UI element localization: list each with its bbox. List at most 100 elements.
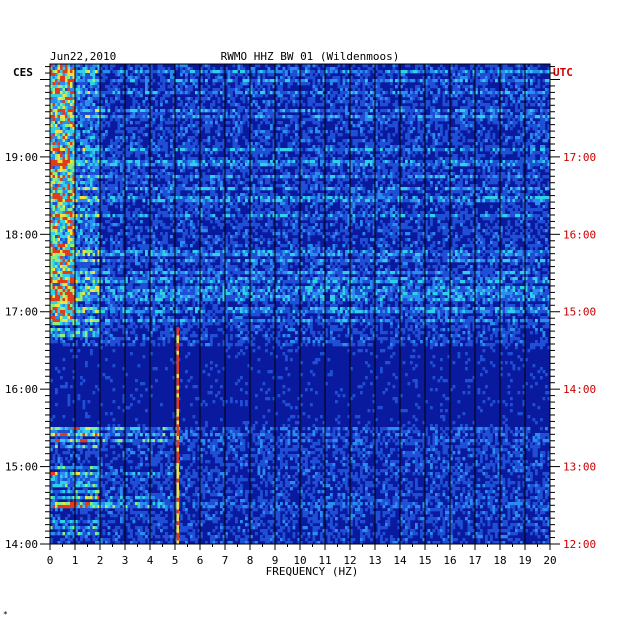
heat-cell [112, 166, 116, 170]
heat-cell [372, 115, 376, 119]
heat-cell [530, 109, 533, 113]
heat-cell [412, 94, 416, 98]
heat-cell [205, 163, 208, 167]
heat-cell [215, 142, 218, 146]
heat-cell [85, 88, 88, 92]
heat-cell [427, 70, 431, 74]
heat-cell [490, 67, 493, 71]
heat-cell [462, 121, 466, 125]
heat-cell [520, 82, 523, 86]
heat-cell [275, 82, 278, 86]
heat-cell [162, 76, 166, 80]
heat-cell [275, 112, 278, 116]
heat-cell [377, 160, 381, 164]
heat-cell [542, 130, 546, 134]
heat-cell [460, 148, 463, 152]
heat-cell [500, 163, 503, 167]
heat-cell [70, 145, 73, 149]
heat-cell [377, 142, 381, 146]
heat-cell [177, 64, 181, 68]
heat-cell [72, 160, 76, 164]
heat-cell [355, 70, 358, 74]
heat-cell [75, 76, 78, 80]
heat-cell [372, 106, 376, 110]
heat-cell [242, 70, 246, 74]
heat-cell [470, 121, 473, 125]
heat-cell [472, 151, 476, 155]
heat-cell [95, 112, 98, 116]
heat-cell [70, 88, 73, 92]
heat-cell [475, 88, 478, 92]
heat-cell [72, 73, 76, 77]
heat-cell [72, 106, 76, 110]
heat-cell [265, 64, 268, 68]
heat-cell [475, 85, 478, 89]
heat-cell [510, 166, 513, 170]
heat-cell [455, 133, 458, 137]
heat-cell [295, 148, 298, 152]
heat-cell [65, 187, 68, 191]
heat-cell [207, 154, 211, 158]
heat-cell [300, 184, 303, 188]
heat-cell [130, 73, 133, 77]
heat-cell [252, 169, 256, 173]
heat-cell [210, 190, 213, 194]
heat-cell [372, 103, 376, 107]
heat-cell [310, 127, 313, 131]
heat-cell [295, 172, 298, 176]
heat-cell [467, 175, 471, 179]
heat-cell [455, 142, 458, 146]
heat-cell [530, 172, 533, 176]
heat-cell [310, 97, 313, 101]
heat-cell [345, 178, 348, 182]
heat-cell [195, 148, 198, 152]
heat-cell [315, 85, 318, 89]
heat-cell [137, 91, 141, 95]
heat-cell [525, 109, 528, 113]
heat-cell [287, 85, 291, 89]
heat-cell [217, 181, 221, 185]
heat-cell [462, 160, 466, 164]
heat-cell [327, 148, 331, 152]
heat-cell [477, 115, 481, 119]
heat-cell [337, 109, 341, 113]
heat-cell [142, 112, 146, 116]
heat-cell [435, 109, 438, 113]
heat-cell [122, 133, 126, 137]
heat-cell [330, 88, 333, 92]
heat-cell [467, 85, 471, 89]
heat-cell [162, 109, 166, 113]
heat-cell [522, 109, 526, 113]
heat-cell [317, 67, 321, 71]
heat-cell [65, 88, 68, 92]
heat-cell [345, 121, 348, 125]
heat-cell [205, 70, 208, 74]
heat-cell [427, 115, 431, 119]
heat-cell [410, 160, 413, 164]
heat-cell [205, 97, 208, 101]
heat-cell [112, 85, 116, 89]
heat-cell [497, 91, 501, 95]
heat-cell [212, 82, 216, 86]
heat-cell [60, 148, 63, 152]
heat-cell [67, 166, 71, 170]
heat-cell [75, 70, 78, 74]
heat-cell [182, 145, 186, 149]
heat-cell [155, 70, 158, 74]
heat-cell [152, 121, 156, 125]
heat-cell [137, 121, 141, 125]
heat-cell [127, 127, 131, 131]
heat-cell [367, 106, 371, 110]
heat-cell [525, 184, 528, 188]
heat-cell [195, 187, 198, 191]
heat-cell [102, 187, 106, 191]
heat-cell [142, 127, 146, 131]
heat-cell [220, 184, 223, 188]
heat-cell [547, 181, 551, 185]
heat-cell [77, 178, 81, 182]
heat-cell [487, 115, 491, 119]
heat-cell [485, 82, 488, 86]
heat-cell [137, 184, 141, 188]
heat-cell [107, 175, 111, 179]
heat-cell [500, 172, 503, 176]
